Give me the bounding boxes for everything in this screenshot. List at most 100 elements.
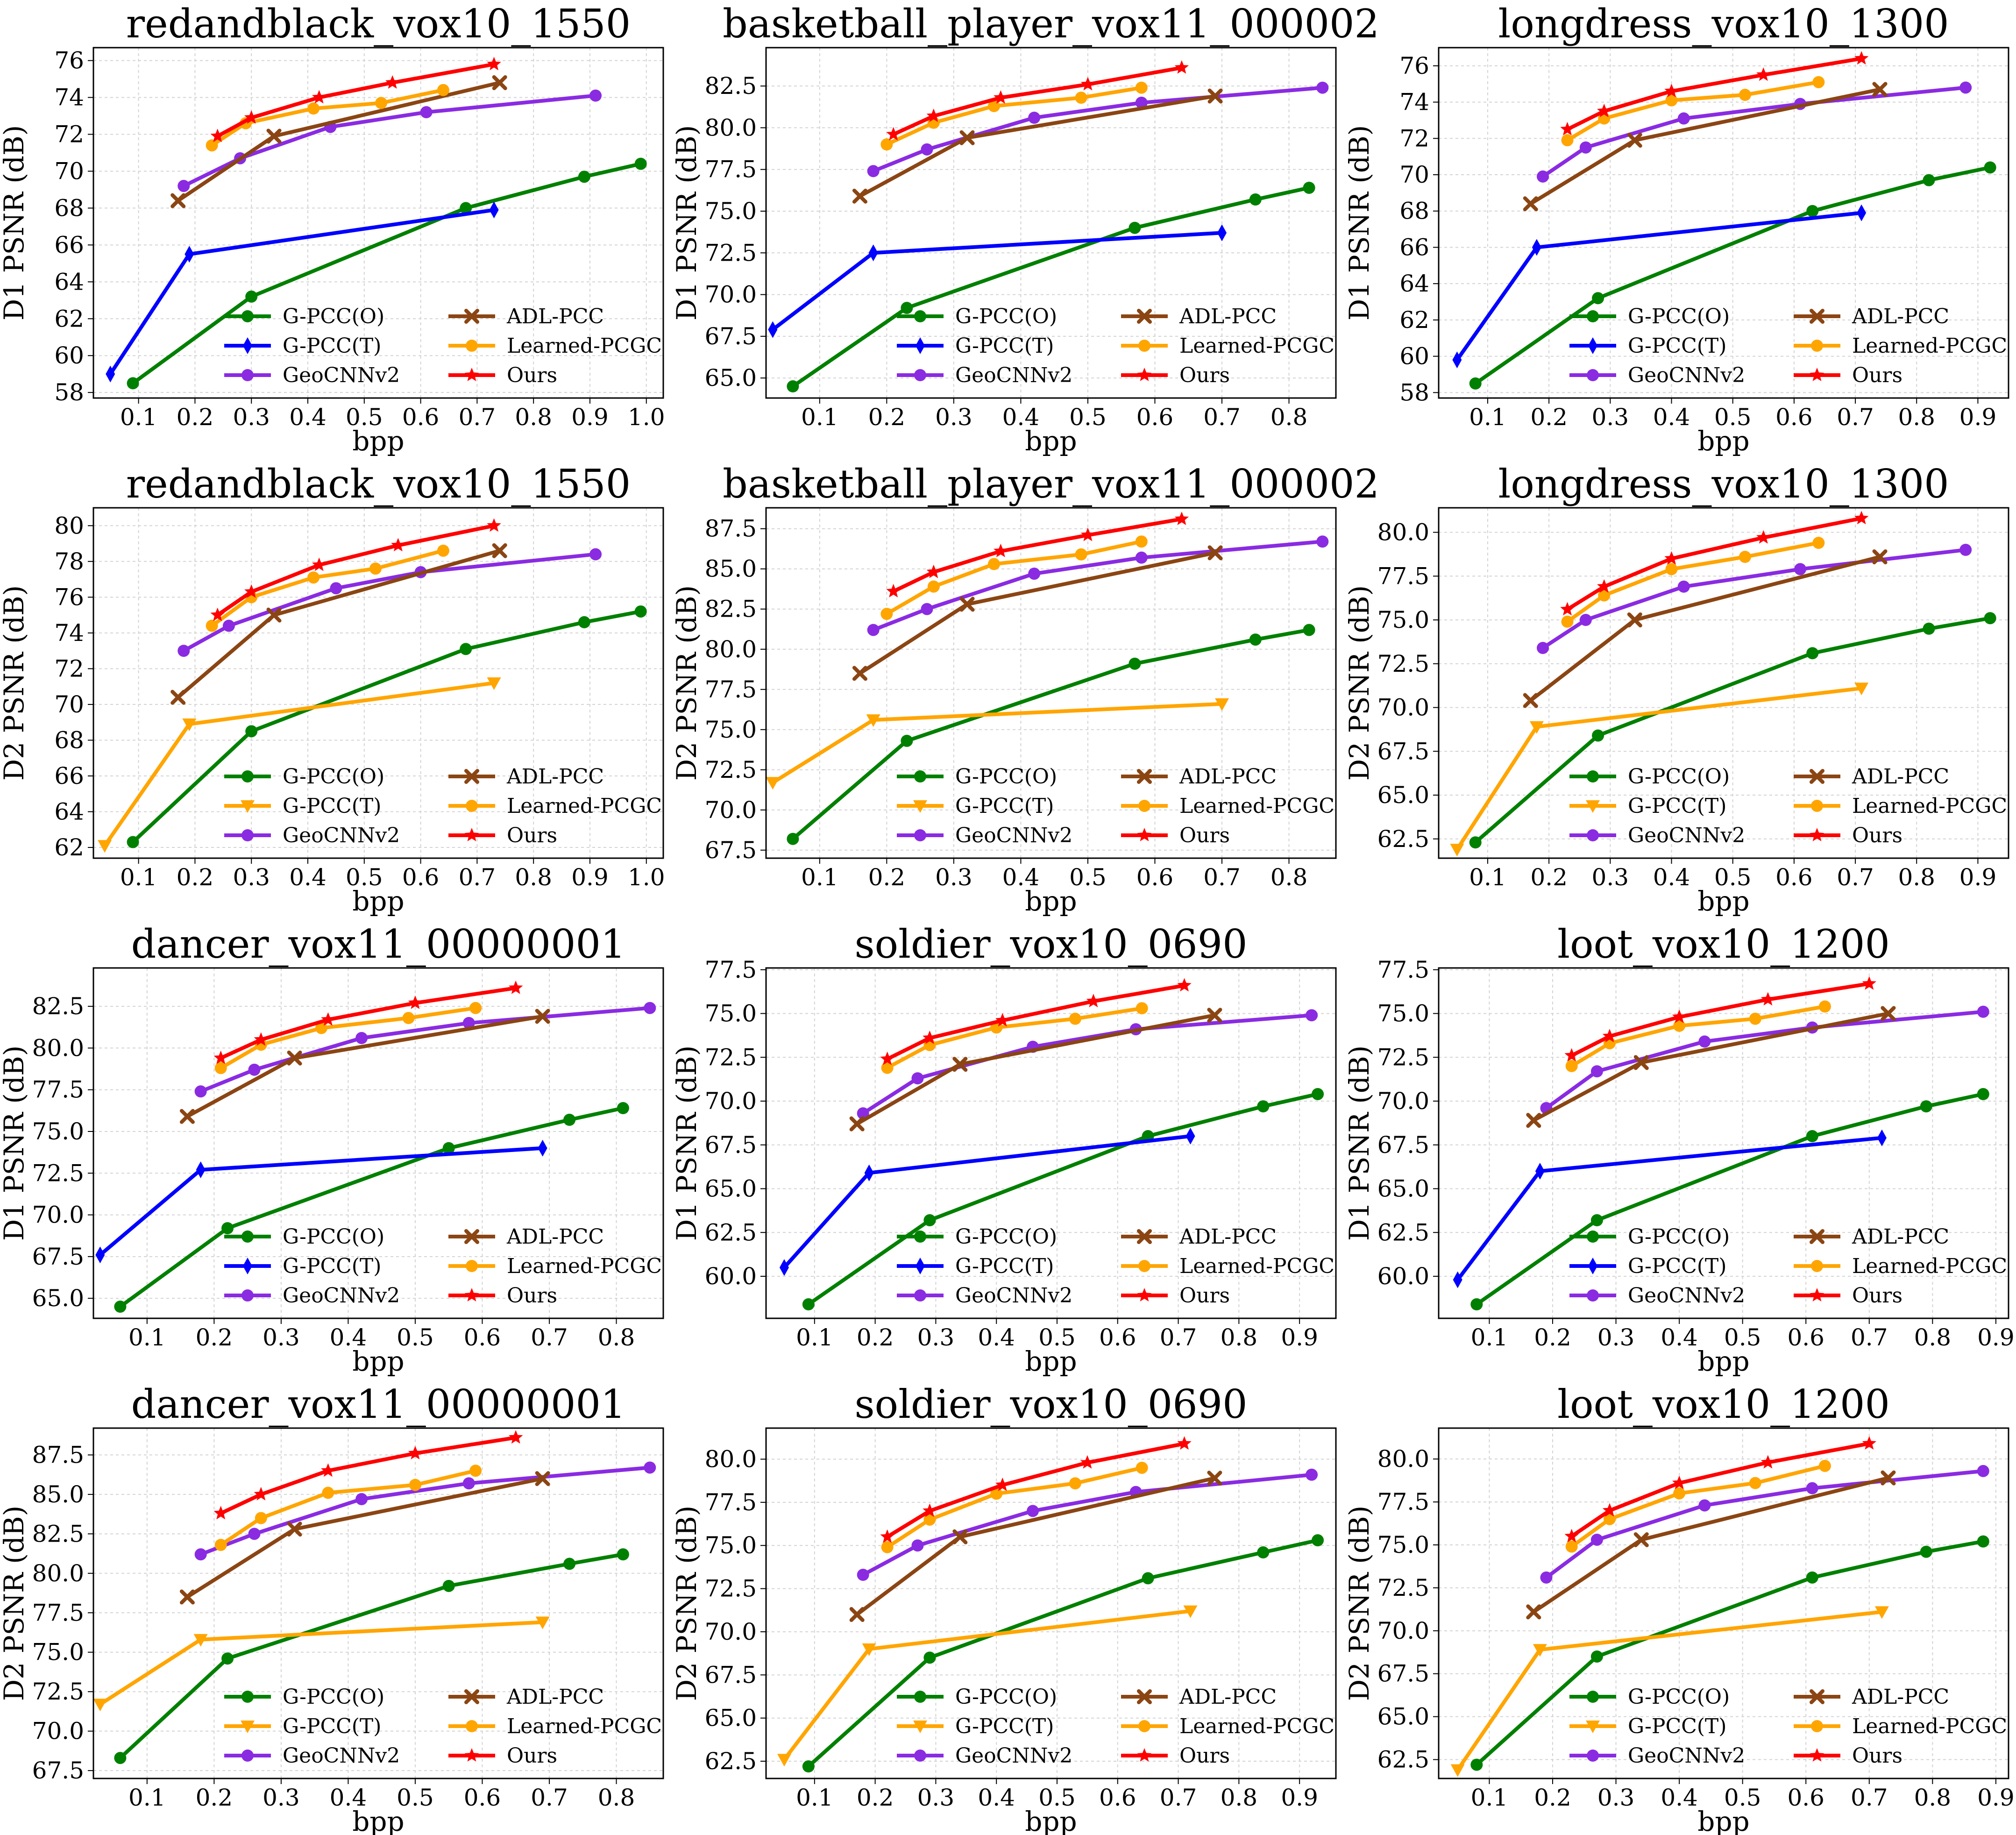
x-tick-label: 0.5	[1724, 1324, 1761, 1351]
data-point-learned	[307, 571, 320, 584]
data-point-geocnn	[355, 1493, 368, 1506]
data-point-gpcc_o	[1590, 1650, 1603, 1663]
chart-title: soldier_vox10_0690	[854, 921, 1247, 967]
data-point-gpcc_o	[1470, 1758, 1483, 1771]
legend-marker-geocnn	[241, 1750, 254, 1762]
y-tick-label: 80	[54, 512, 84, 539]
chart-panel: 0.1 0.2 0.3 0.4 0.5 0.6 0.7 0.8 65.0 67.5 70.0 72.5…	[0, 921, 664, 1377]
x-axis-label: bpp	[352, 1345, 404, 1377]
data-point-adl	[1872, 549, 1888, 564]
x-tick-label: 0.9	[1281, 1784, 1318, 1811]
x-tick-label: 0.5	[1069, 404, 1107, 431]
x-tick-label: 0.4	[978, 1324, 1015, 1351]
data-point-geocnn	[177, 180, 190, 192]
x-tick-label: 0.8	[1898, 404, 1935, 431]
data-point-learned	[307, 102, 320, 115]
y-tick-label: 80.0	[32, 1034, 84, 1061]
data-point-gpcc_o	[1920, 1100, 1932, 1113]
y-tick-label: 72.5	[32, 1159, 84, 1187]
x-tick-label: 0.8	[1898, 864, 1935, 891]
legend-label-gpcc_t: G-PCC(T)	[1628, 1714, 1726, 1738]
x-tick-label: 1.0	[628, 404, 665, 431]
legend-label-adl: ADL-PCC	[506, 1225, 604, 1249]
data-point-ours	[923, 1031, 937, 1044]
legend: G-PCC(O) G-PCC(T) GeoCNNv2 ADL-PCC Learned-P…	[224, 305, 662, 387]
series-line-adl	[1529, 555, 1881, 702]
x-tick-label: 0.1	[1471, 1324, 1508, 1351]
data-point-geocnn	[921, 603, 933, 615]
data-point-geocnn	[1135, 96, 1148, 109]
data-point-gpcc_o	[245, 725, 258, 738]
legend-label-geocnn: GeoCNNv2	[283, 1284, 400, 1308]
y-tick-label: 67.5	[1377, 738, 1429, 765]
legend-marker-learned	[466, 800, 478, 812]
y-tick-label: 80.0	[32, 1560, 84, 1587]
x-tick-label: 0.8	[515, 864, 552, 891]
legend-marker-learned	[466, 340, 478, 352]
legend-label-adl: ADL-PCC	[1852, 1685, 1949, 1709]
y-tick-label: 77.5	[705, 956, 757, 983]
series-line-geocnn	[1541, 85, 1966, 178]
data-point-gpcc_t	[193, 1634, 208, 1647]
data-point-gpcc_t	[1877, 1129, 1887, 1146]
data-point-adl	[1207, 545, 1223, 561]
legend-label-geocnn: GeoCNNv2	[283, 824, 400, 847]
legend-marker-geocnn	[914, 369, 926, 381]
data-point-ours	[1177, 1436, 1192, 1450]
data-point-geocnn	[1579, 141, 1592, 154]
x-tick-label: 0.6	[1775, 404, 1813, 431]
legend: G-PCC(O) G-PCC(T) GeoCNNv2 ADL-PCC Learned-P…	[897, 1685, 1335, 1768]
data-point-learned	[1665, 94, 1678, 107]
legend-marker-adl	[464, 1689, 479, 1704]
y-tick-label: 72	[54, 121, 84, 148]
data-point-learned	[1598, 589, 1611, 602]
legend-marker-geocnn	[1587, 1289, 1599, 1302]
y-tick-label: 67.5	[705, 1131, 757, 1159]
plot-frame	[765, 967, 1337, 1319]
data-point-gpcc_o	[1249, 193, 1262, 206]
data-point-learned	[1812, 76, 1825, 88]
legend-label-gpcc_o: G-PCC(O)	[1628, 305, 1730, 328]
data-point-adl	[266, 607, 282, 623]
y-axis-label: D1 PSNR (dB)	[0, 125, 30, 320]
data-point-learned	[1069, 1477, 1081, 1490]
data-point-ours	[1602, 1029, 1617, 1043]
legend-marker-ours	[464, 828, 479, 841]
legend-marker-gpcc_t	[1588, 1258, 1597, 1274]
data-point-adl	[1207, 1008, 1222, 1023]
series-line-geocnn	[200, 1006, 650, 1094]
y-tick-label: 74	[1399, 89, 1429, 116]
data-point-ours	[880, 1052, 894, 1065]
y-tick-label: 87.5	[705, 515, 757, 542]
y-tick-label: 72	[1399, 125, 1429, 152]
chart-panel: 0.1 0.2 0.3 0.4 0.5 0.6 0.7 0.8 0.9 62.5 65.0 67.5 7…	[1343, 461, 2009, 917]
legend-label-gpcc_o: G-PCC(O)	[955, 1685, 1057, 1709]
data-point-ours	[1080, 1455, 1095, 1469]
y-tick-label: 60	[1399, 343, 1429, 370]
y-tick-label: 75.0	[705, 198, 757, 225]
legend-label-gpcc_o: G-PCC(O)	[955, 765, 1057, 789]
legend-label-geocnn: GeoCNNv2	[1628, 824, 1745, 847]
data-point-adl	[1526, 1604, 1541, 1620]
data-point-geocnn	[1306, 1009, 1318, 1022]
chart-title: soldier_vox10_0690	[854, 1381, 1247, 1427]
data-point-gpcc_o	[901, 734, 913, 747]
data-point-gpcc_o	[1303, 182, 1315, 194]
y-tick-label: 77.5	[1377, 956, 1429, 983]
data-point-learned	[369, 562, 382, 575]
data-point-gpcc_t	[1452, 351, 1462, 369]
legend-marker-gpcc_t	[243, 337, 252, 354]
legend: G-PCC(O) G-PCC(T) GeoCNNv2 ADL-PCC Learned-P…	[897, 765, 1335, 847]
data-point-geocnn	[420, 106, 433, 119]
legend: G-PCC(O) G-PCC(T) GeoCNNv2 ADL-PCC Learned-P…	[1569, 1225, 2007, 1308]
legend-marker-ours	[1810, 828, 1824, 841]
data-point-gpcc_t	[489, 201, 499, 219]
data-point-adl	[170, 193, 186, 208]
plot-frame	[92, 1427, 664, 1779]
legend-marker-learned	[1138, 800, 1150, 812]
data-point-ours	[994, 90, 1008, 104]
data-point-gpcc_o	[127, 377, 139, 390]
legend-label-ours: Ours	[1179, 363, 1230, 387]
series-line-geocnn	[200, 1465, 650, 1557]
x-tick-label: 0.5	[346, 404, 383, 431]
